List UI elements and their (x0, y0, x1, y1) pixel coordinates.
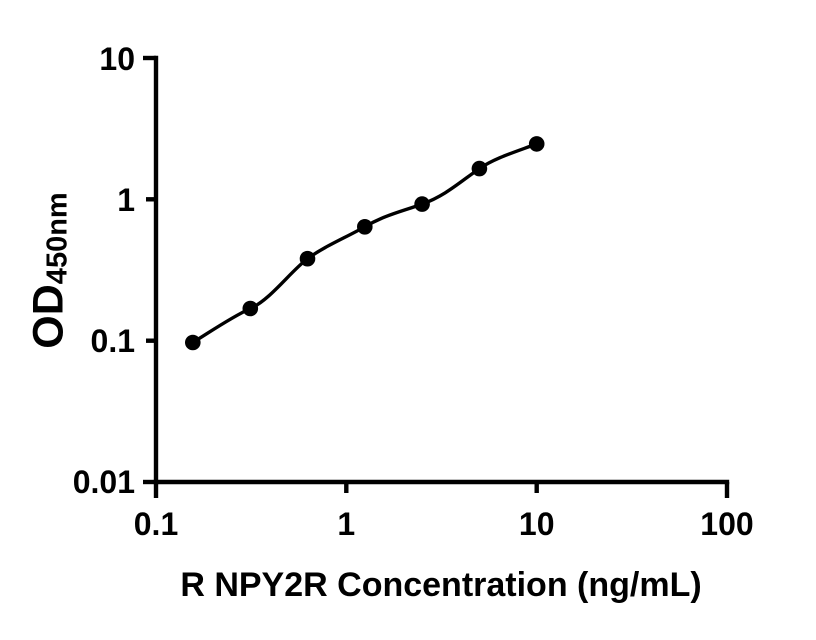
svg-text:10: 10 (519, 506, 555, 542)
svg-text:10: 10 (99, 41, 135, 77)
svg-text:1: 1 (117, 182, 135, 218)
svg-text:1: 1 (337, 506, 355, 542)
svg-text:0.1: 0.1 (91, 323, 135, 359)
svg-text:100: 100 (700, 506, 753, 542)
svg-text:0.1: 0.1 (134, 506, 178, 542)
svg-text:0.01: 0.01 (73, 464, 135, 500)
svg-text:R NPY2R Concentration (ng/mL): R NPY2R Concentration (ng/mL) (180, 566, 701, 604)
svg-text:OD450nm: OD450nm (25, 192, 74, 348)
